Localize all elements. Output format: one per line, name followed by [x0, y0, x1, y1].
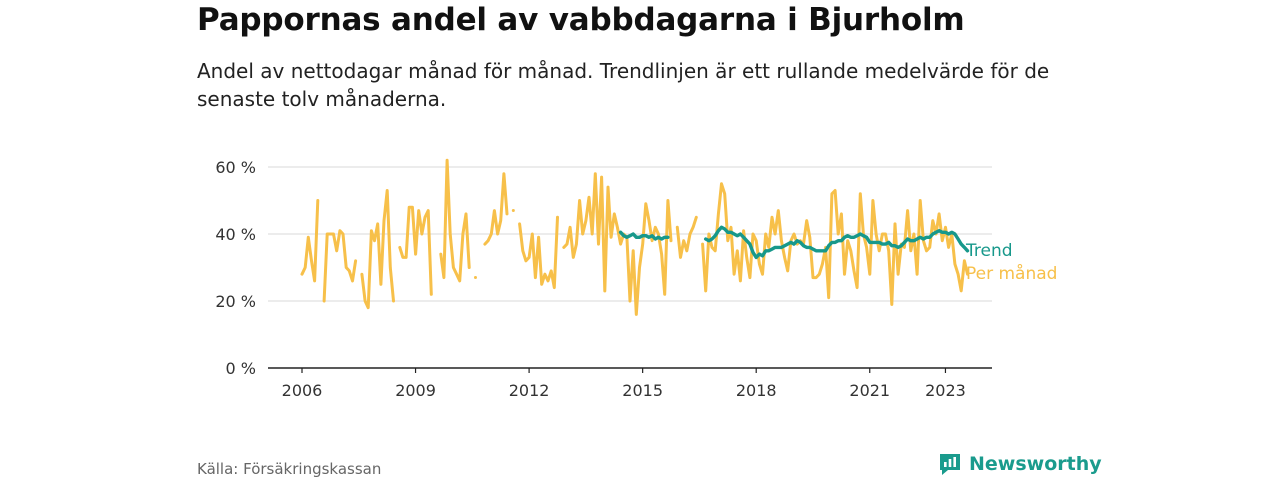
newsworthy-logo-icon — [940, 454, 960, 475]
x-tick-label: 2012 — [509, 381, 550, 400]
monthly-line — [518, 215, 559, 290]
x-tick-label: 2009 — [395, 381, 436, 400]
trend-line — [704, 225, 970, 260]
line-chart: 0 % 20 % 40 % 60 % 2006 2009 2012 2015 2018 2021… — [215, 158, 1057, 400]
chart-subtitle: Andel av nettodagar månad för månad. Tre… — [197, 59, 1050, 111]
chart-grid — [268, 166, 992, 369]
source-note: Källa: Försäkringskassan — [197, 460, 382, 478]
x-tick-label: 2023 — [925, 381, 966, 400]
monthly-line — [300, 199, 320, 283]
monthly-line — [360, 189, 395, 310]
trend-label: Trend — [965, 241, 1013, 261]
x-tick-label: 2021 — [849, 381, 890, 400]
y-tick-label: 0 % — [226, 359, 256, 378]
monthly-line — [483, 172, 509, 246]
monthly-line — [439, 158, 471, 283]
series-point — [473, 276, 477, 280]
trend-line — [618, 230, 670, 241]
monthly-line — [398, 205, 433, 296]
x-tick-label: 2018 — [736, 381, 777, 400]
y-tick-label: 40 % — [215, 225, 256, 244]
x-tick-label: 2015 — [622, 381, 663, 400]
x-tick-label: 2006 — [282, 381, 323, 400]
y-tick-label: 60 % — [215, 158, 256, 177]
monthly-label: Per månad — [966, 263, 1057, 284]
chart-title: Pappornas andel av vabbdagarna i Bjurhol… — [197, 2, 965, 38]
monthly-line — [675, 215, 698, 259]
brand-name: Newsworthy — [969, 453, 1102, 475]
series-point — [511, 209, 515, 213]
y-axis: 0 % 20 % 40 % 60 % — [215, 158, 256, 378]
brand-logo[interactable]: Newsworthy — [938, 452, 1102, 476]
monthly-line — [701, 182, 969, 306]
chart-series — [300, 158, 970, 316]
monthly-line — [322, 229, 358, 303]
monthly-line — [562, 172, 673, 316]
x-axis: 2006 2009 2012 2015 2018 2021 2023 — [282, 368, 966, 400]
y-tick-label: 20 % — [215, 292, 256, 311]
